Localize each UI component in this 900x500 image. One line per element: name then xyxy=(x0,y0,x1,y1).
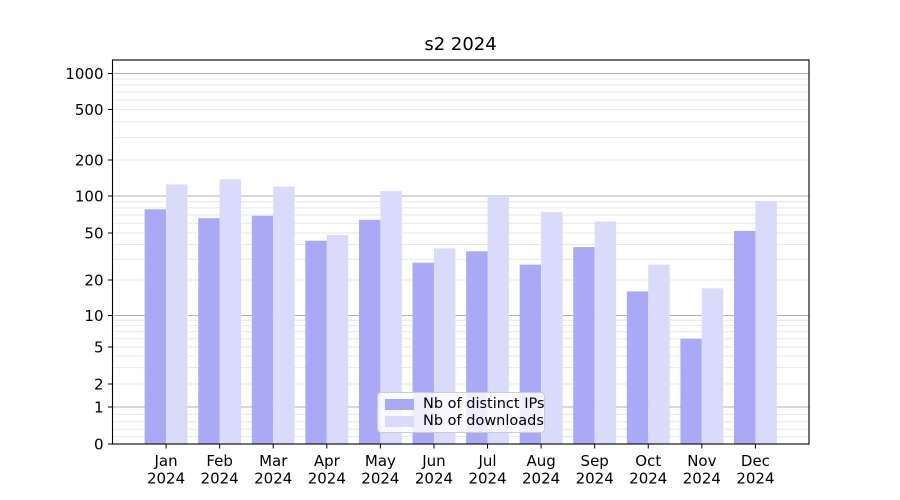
legend-swatch-downloads xyxy=(385,415,414,427)
y-tick-label: 1000 xyxy=(65,65,103,83)
bar-ips-apr xyxy=(305,240,327,444)
y-tick-label: 500 xyxy=(75,101,104,119)
bar-ips-oct xyxy=(626,291,649,444)
x-tick-label-year: 2024 xyxy=(736,470,774,488)
x-tick-label-year: 2024 xyxy=(629,470,667,488)
bar-downloads-apr xyxy=(326,235,349,444)
x-tick-label-year: 2024 xyxy=(361,470,399,488)
x-tick-label-month: Oct xyxy=(635,452,661,470)
bar-ips-jan xyxy=(144,209,167,444)
legend-swatch-distinct-ips xyxy=(385,398,414,410)
x-tick-label-year: 2024 xyxy=(147,470,185,488)
x-tick-label-year: 2024 xyxy=(683,470,721,488)
axes-spines xyxy=(111,59,810,445)
bar-downloads-sep xyxy=(594,221,617,444)
bar-downloads-nov xyxy=(701,288,724,444)
legend-label-downloads: Nb of downloads xyxy=(423,413,544,429)
x-tick-label-month: Nov xyxy=(687,452,716,470)
legend-item-distinct-ips: Nb of distinct IPs xyxy=(385,396,545,412)
bar-downloads-aug xyxy=(541,212,563,444)
x-tick-label-month: Dec xyxy=(741,452,770,470)
y-tick-label: 2 xyxy=(94,375,104,393)
legend-item-downloads: Nb of downloads xyxy=(385,413,544,429)
y-tick-label: 50 xyxy=(84,224,103,242)
y-tick-label: 1 xyxy=(94,398,104,416)
x-tick-label-month: Jul xyxy=(477,452,496,470)
x-tick-label-year: 2024 xyxy=(308,470,346,488)
bar-ips-nov xyxy=(680,338,702,444)
y-tick-label: 200 xyxy=(75,151,104,169)
y-tick-label: 0 xyxy=(94,435,104,453)
y-tick-label: 100 xyxy=(75,187,104,205)
x-tick-label-year: 2024 xyxy=(576,470,614,488)
bar-ips-feb xyxy=(198,218,220,444)
x-tick-label-month: Jan xyxy=(154,452,178,470)
x-tick-label-month: Aug xyxy=(526,452,555,470)
bar-ips-may xyxy=(358,219,381,444)
legend: Nb of distinct IPs Nb of downloads xyxy=(377,392,545,433)
bar-downloads-may xyxy=(380,191,402,444)
y-tick-label: 20 xyxy=(84,271,103,289)
x-tick-label-year: 2024 xyxy=(415,470,453,488)
bar-downloads-oct xyxy=(648,264,670,444)
bar-downloads-feb xyxy=(219,179,242,444)
bar-downloads-mar xyxy=(273,186,295,444)
x-tick-label-month: Feb xyxy=(206,452,233,470)
x-tick-label-year: 2024 xyxy=(468,470,506,488)
chart-title: s2 2024 xyxy=(424,34,497,55)
legend-label-distinct-ips: Nb of distinct IPs xyxy=(423,396,545,412)
x-tick-label-year: 2024 xyxy=(201,470,239,488)
y-tick-label: 10 xyxy=(84,307,103,325)
x-tick-label-month: Mar xyxy=(259,452,288,470)
bar-ips-dec xyxy=(733,230,756,444)
x-tick-label-month: Jun xyxy=(421,452,445,470)
x-tick-label-month: May xyxy=(365,452,396,470)
bar-downloads-jan xyxy=(166,184,188,444)
y-tick-label: 5 xyxy=(94,338,104,356)
x-tick-label-year: 2024 xyxy=(522,470,560,488)
x-tick-label-month: Apr xyxy=(314,452,341,470)
bar-downloads-dec xyxy=(755,201,777,444)
bar-ips-sep xyxy=(573,247,595,444)
x-tick-label-year: 2024 xyxy=(254,470,292,488)
bar-downloads-jul xyxy=(487,196,509,444)
bar-ips-mar xyxy=(251,215,274,444)
x-tick-label-month: Sep xyxy=(581,452,609,470)
